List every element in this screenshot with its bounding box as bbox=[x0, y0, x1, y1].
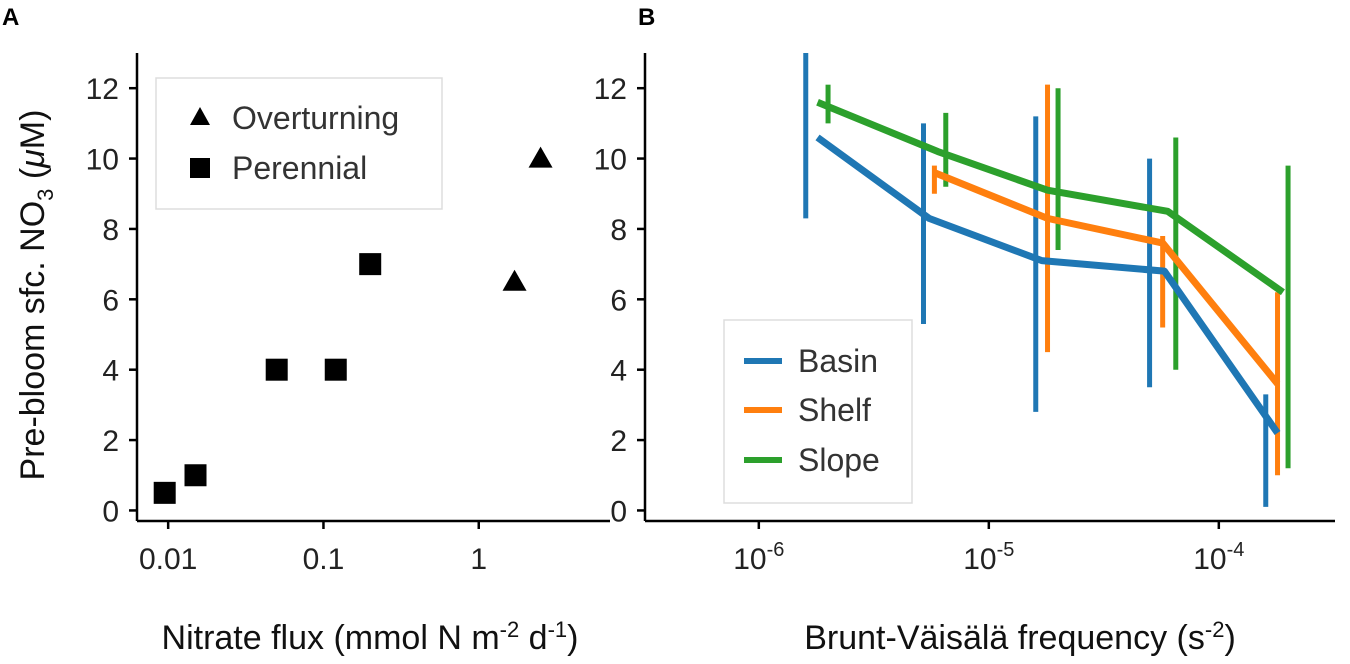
panel-a-y-tick-label: 6 bbox=[102, 284, 119, 317]
panel-a-y-tick-label: 10 bbox=[86, 144, 119, 177]
panel-b-y-tick-label: 0 bbox=[610, 495, 627, 528]
panel-b-legend: Basin Shelf Slope bbox=[723, 319, 913, 504]
basin-series-line bbox=[815, 134, 1281, 436]
legend-box bbox=[155, 77, 443, 210]
slope-series-line bbox=[816, 99, 1285, 296]
panel-a-y-tick-label: 0 bbox=[102, 495, 119, 528]
overturning-point bbox=[528, 146, 553, 168]
panel-b: B 0 2 4 6 8 10 12 10-6 10-5 10-4 Basin Shelf Slop… bbox=[594, 4, 1335, 657]
perennial-point bbox=[359, 253, 382, 276]
panel-a-y-axis-title: Pre-bloom sfc. NO3 (μM) bbox=[14, 110, 58, 481]
legend-label-slope: Slope bbox=[798, 442, 880, 478]
legend-triangle-marker bbox=[190, 107, 210, 125]
perennial-point bbox=[265, 358, 288, 381]
panel-a-axes: 0 2 4 6 8 10 12 0.01 0.1 1 bbox=[86, 53, 610, 576]
legend-label-overturning: Overturning bbox=[232, 100, 399, 136]
perennial-point bbox=[324, 358, 347, 381]
panel-b-x-tick-label: 10-4 bbox=[1193, 539, 1244, 576]
panel-a-legend: Overturning Perennial bbox=[155, 77, 443, 210]
panel-b-y-tick-label: 2 bbox=[610, 425, 627, 458]
panel-b-x-tick-label: 10-6 bbox=[733, 539, 784, 576]
overturning-point bbox=[502, 269, 527, 291]
panel-a-x-tick-label: 0.1 bbox=[303, 543, 345, 576]
shelf-series-line bbox=[933, 169, 1281, 386]
panel-b-y-tick-label: 10 bbox=[594, 144, 627, 177]
panel-b-y-tick-label: 4 bbox=[610, 355, 627, 388]
panel-b-x-axis-title: Brunt-Väisälä frequency (s-2) bbox=[804, 617, 1236, 657]
perennial-point bbox=[184, 464, 207, 487]
legend-square-marker bbox=[190, 158, 210, 178]
panel-a-y-tick-label: 12 bbox=[86, 73, 119, 106]
legend-label-perennial: Perennial bbox=[232, 150, 367, 186]
panel-a: A 0 2 4 6 8 10 12 0.01 0.1 1 Overturning Perennia… bbox=[2, 4, 610, 657]
perennial-point bbox=[153, 481, 176, 504]
panel-a-y-tick-label: 4 bbox=[102, 355, 119, 388]
panel-b-y-tick-label: 8 bbox=[610, 214, 627, 247]
panel-b-y-tick-label: 12 bbox=[594, 73, 627, 106]
panel-a-x-tick-label: 0.01 bbox=[139, 543, 197, 576]
legend-label-shelf: Shelf bbox=[798, 392, 871, 428]
panel-b-label: B bbox=[638, 4, 655, 31]
panel-b-y-tick-label: 6 bbox=[610, 284, 627, 317]
panel-a-y-tick-label: 2 bbox=[102, 425, 119, 458]
panel-b-axes: 0 2 4 6 8 10 12 10-6 10-5 10-4 bbox=[594, 53, 1335, 576]
panel-b-x-tick-label: 10-5 bbox=[963, 539, 1014, 576]
panel-a-y-tick-label: 8 bbox=[102, 214, 119, 247]
panel-a-x-axis-title: Nitrate flux (mmol N m-2 d-1) bbox=[162, 617, 579, 657]
panel-a-x-tick-label: 1 bbox=[470, 543, 487, 576]
legend-label-basin: Basin bbox=[798, 343, 878, 379]
panel-a-label: A bbox=[2, 4, 19, 31]
